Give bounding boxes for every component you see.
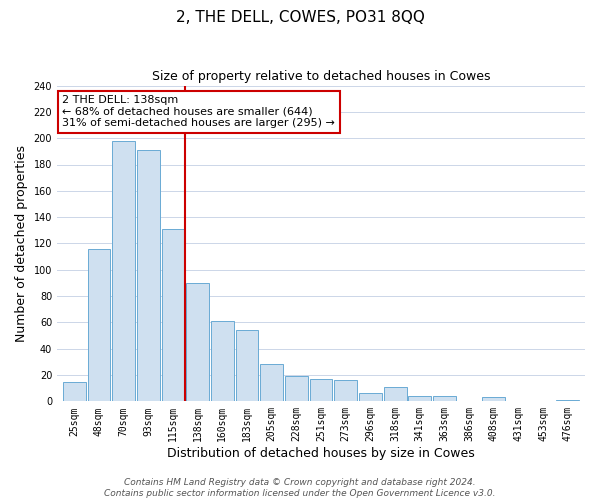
Bar	[63, 382, 86, 402]
Bar	[482, 398, 505, 402]
Bar	[310, 379, 332, 402]
Text: Contains HM Land Registry data © Crown copyright and database right 2024.
Contai: Contains HM Land Registry data © Crown c…	[104, 478, 496, 498]
Bar	[137, 150, 160, 402]
Bar	[433, 396, 456, 402]
Title: Size of property relative to detached houses in Cowes: Size of property relative to detached ho…	[152, 70, 490, 83]
Bar	[236, 330, 259, 402]
Bar	[383, 387, 407, 402]
Y-axis label: Number of detached properties: Number of detached properties	[15, 145, 28, 342]
Bar	[334, 380, 357, 402]
Bar	[260, 364, 283, 402]
Bar	[186, 283, 209, 402]
Bar	[359, 394, 382, 402]
Bar	[408, 396, 431, 402]
X-axis label: Distribution of detached houses by size in Cowes: Distribution of detached houses by size …	[167, 447, 475, 460]
Bar	[112, 141, 135, 402]
Bar	[161, 229, 184, 402]
Text: 2, THE DELL, COWES, PO31 8QQ: 2, THE DELL, COWES, PO31 8QQ	[176, 10, 424, 25]
Bar	[211, 321, 234, 402]
Bar	[556, 400, 579, 402]
Bar	[285, 376, 308, 402]
Text: 2 THE DELL: 138sqm
← 68% of detached houses are smaller (644)
31% of semi-detach: 2 THE DELL: 138sqm ← 68% of detached hou…	[62, 95, 335, 128]
Bar	[88, 248, 110, 402]
